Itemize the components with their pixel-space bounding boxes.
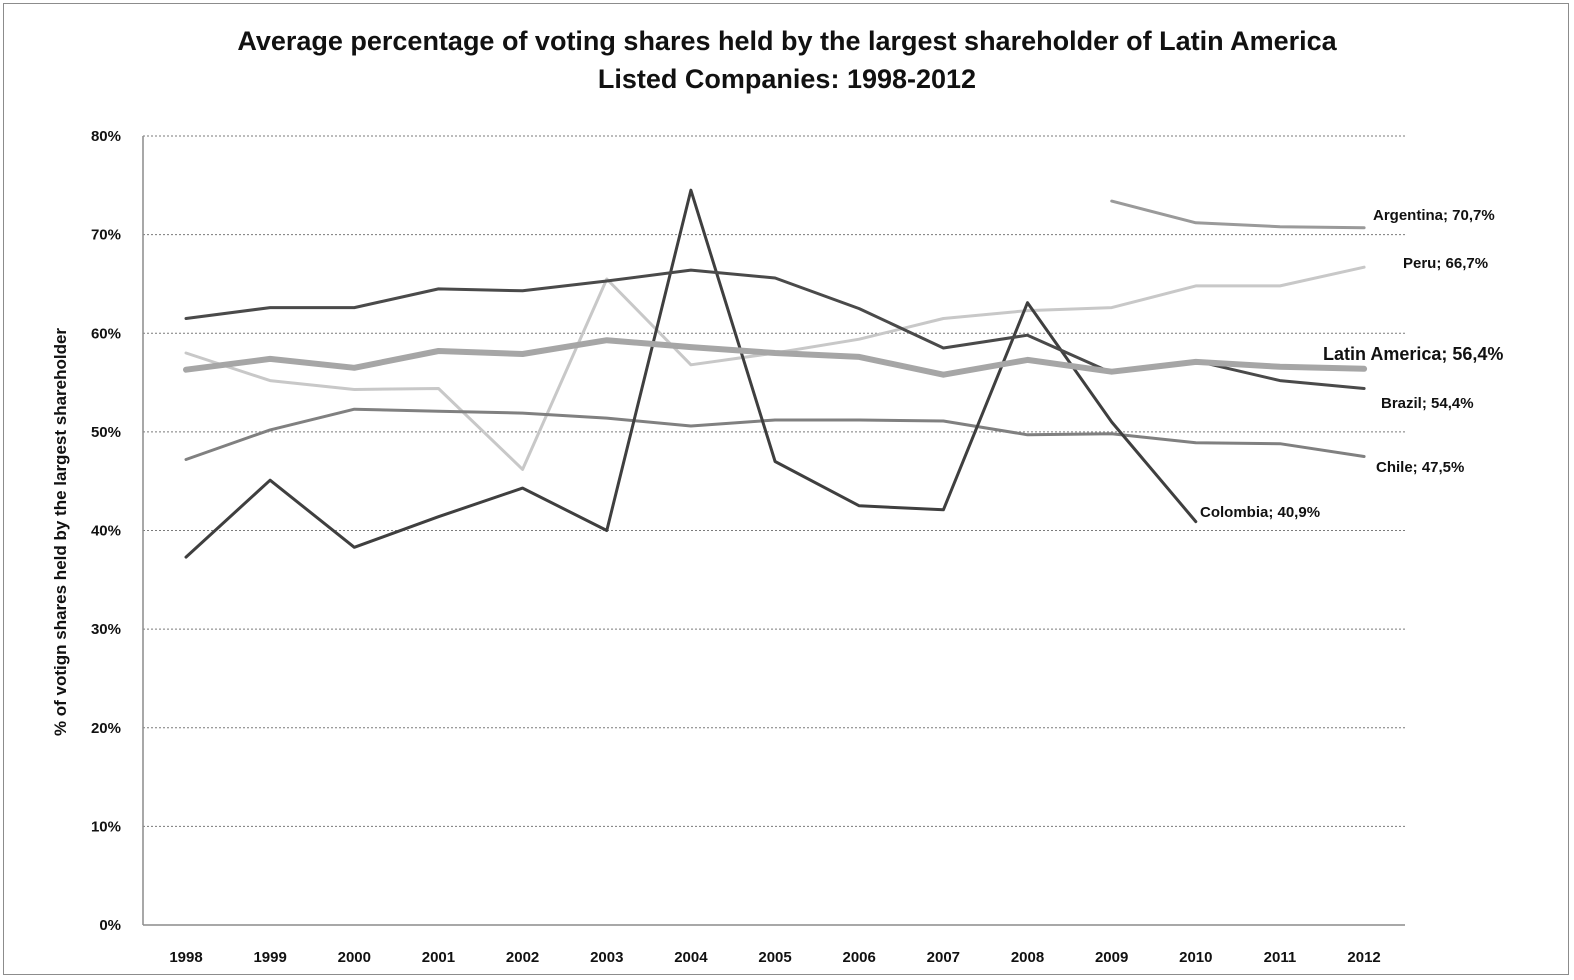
y-tick-label: 0% <box>99 917 121 934</box>
x-tick-label: 2000 <box>338 949 371 966</box>
y-tick-label: 80% <box>91 128 121 145</box>
x-tick-label: 2002 <box>506 949 539 966</box>
series-line-chile <box>184 407 1366 461</box>
x-tick-label: 2006 <box>843 949 876 966</box>
x-tick-label: 2003 <box>590 949 623 966</box>
series-label-peru: Peru; 66,7% <box>1403 255 1488 272</box>
x-tick-label: 2009 <box>1095 949 1128 966</box>
y-tick-label: 40% <box>91 523 121 540</box>
x-tick-label: 2001 <box>422 949 455 966</box>
y-tick-label: 50% <box>91 424 121 441</box>
chart-frame <box>3 3 1569 975</box>
x-tick-label: 2010 <box>1179 949 1212 966</box>
series-line-latin-america <box>183 337 1368 378</box>
series-line-argentina <box>1110 199 1366 230</box>
series-label-colombia: Colombia; 40,9% <box>1200 504 1320 521</box>
x-tick-label: 2012 <box>1347 949 1380 966</box>
x-tick-label: 2005 <box>758 949 791 966</box>
y-tick-label: 10% <box>91 818 121 835</box>
y-tick-label: 30% <box>91 621 121 638</box>
series-label-brazil: Brazil; 54,4% <box>1381 395 1474 412</box>
chart-title-line1: Average percentage of voting shares held… <box>237 26 1337 56</box>
series-label-chile: Chile; 47,5% <box>1376 459 1464 476</box>
chart-title: Average percentage of voting shares held… <box>0 22 1574 98</box>
series-label-latin-america: Latin America; 56,4% <box>1323 344 1503 364</box>
x-tick-label: 2007 <box>927 949 960 966</box>
x-tick-label: 1999 <box>253 949 286 966</box>
series-label-argentina: Argentina; 70,7% <box>1373 207 1495 224</box>
gridlines <box>143 135 1405 827</box>
x-tick-label: 1998 <box>169 949 202 966</box>
y-tick-label: 60% <box>91 325 121 342</box>
chart-title-line2: Listed Companies: 1998-2012 <box>597 64 977 94</box>
x-tick-label: 2008 <box>1011 949 1044 966</box>
y-tick-label: 20% <box>91 720 121 737</box>
x-tick-label: 2004 <box>674 949 708 966</box>
series-line-colombia <box>184 188 1198 559</box>
x-tick-label: 2011 <box>1264 949 1297 966</box>
y-tick-label: 70% <box>91 227 121 244</box>
